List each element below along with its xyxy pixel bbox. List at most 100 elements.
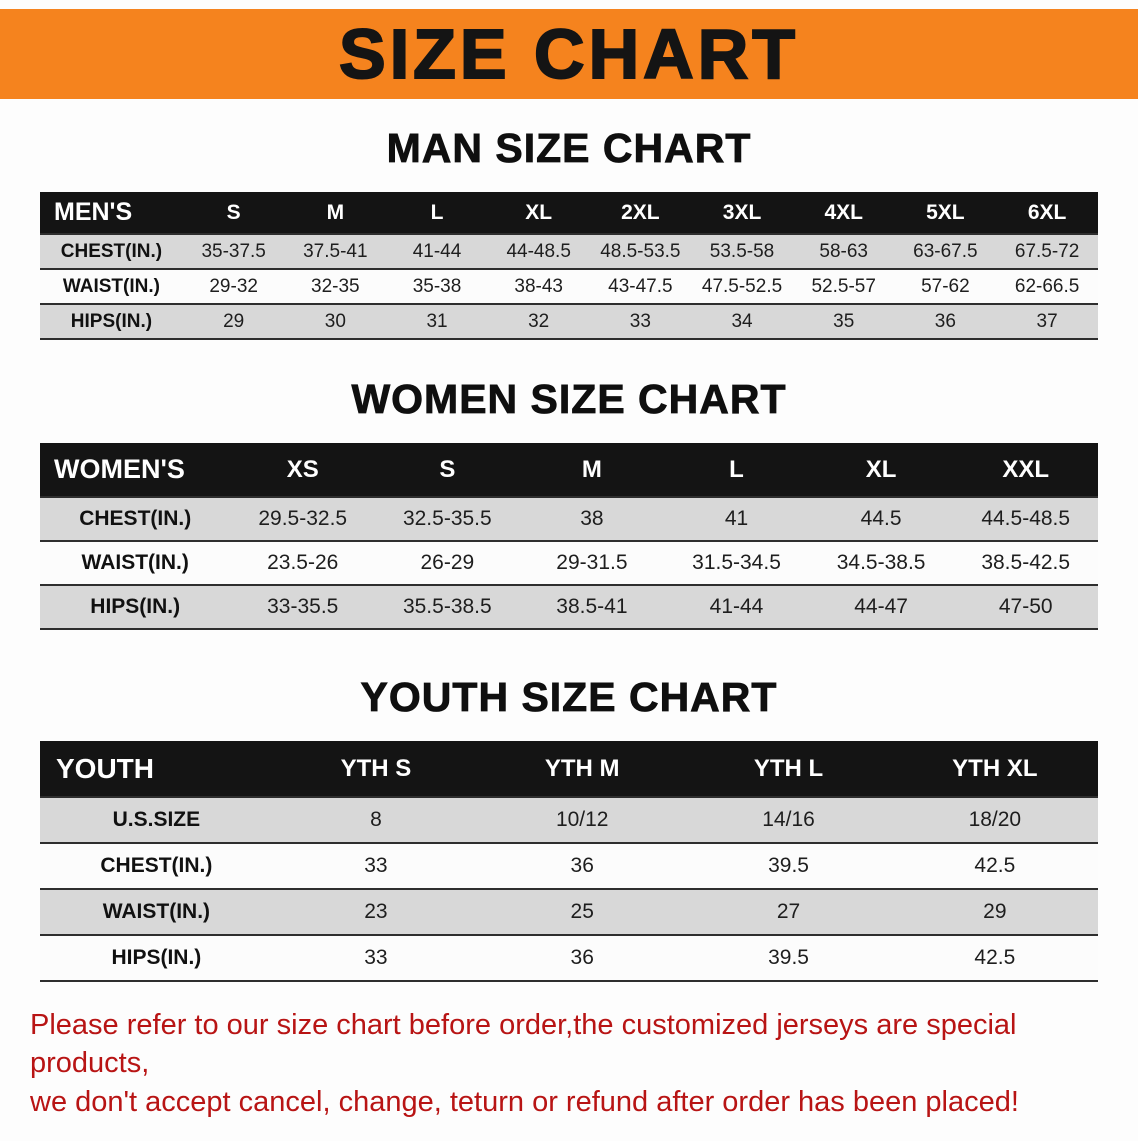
size-cell: 38 — [580, 507, 604, 530]
size-cell: 14/16 — [762, 808, 815, 831]
women-section-heading: WOMEN SIZE CHART — [351, 376, 787, 423]
size-cell: 36 — [570, 854, 594, 877]
column-header: XS — [286, 455, 319, 483]
column-header: L — [430, 200, 444, 224]
size-cell: 35-37.5 — [201, 240, 266, 262]
row-label: U.S.SIZE — [112, 808, 201, 831]
size-cell: 58-63 — [819, 240, 868, 262]
size-cell: 39.5 — [768, 946, 809, 969]
size-cell: 41 — [724, 507, 749, 530]
size-cell: 57-62 — [921, 275, 970, 297]
table-row: WAIST(IN.) 23 25 27 29 — [40, 889, 1098, 935]
men-table-title: MEN'S — [54, 198, 133, 226]
size-cell: 38.5-42.5 — [981, 551, 1071, 574]
size-cell: 29 — [223, 310, 245, 332]
banner: SIZE CHART — [0, 9, 1138, 99]
table-row: HIPS(IN.) 29 30 31 32 33 34 35 36 37 — [40, 304, 1098, 339]
size-cell: 36 — [570, 946, 594, 969]
youth-section-heading: YOUTH SIZE CHART — [360, 674, 778, 721]
column-header: 6XL — [1027, 200, 1067, 224]
column-header: 2XL — [621, 200, 660, 224]
size-cell: 44-47 — [854, 595, 908, 618]
size-cell: 30 — [324, 310, 346, 332]
size-cell: 38.5-41 — [556, 595, 628, 618]
size-cell: 29-31.5 — [556, 551, 628, 574]
column-header: S — [226, 200, 241, 224]
table-row: WAIST(IN.) 29-32 32-35 35-38 38-43 43-47… — [40, 269, 1098, 304]
size-cell: 53.5-58 — [709, 240, 775, 262]
size-cell: 18/20 — [968, 808, 1022, 831]
size-cell: 23.5-26 — [267, 551, 339, 574]
size-chart-page: SIZE CHART MAN SIZE CHART MEN'S S M L XL… — [0, 9, 1138, 1121]
row-label: WAIST(IN.) — [62, 275, 160, 297]
row-label: HIPS(IN.) — [90, 595, 181, 618]
size-cell: 32-35 — [311, 275, 360, 297]
column-header: XL — [865, 455, 897, 483]
column-header: 4XL — [824, 200, 863, 224]
size-cell: 8 — [370, 808, 382, 831]
table-row: U.S.SIZE 8 10/12 14/16 18/20 — [40, 797, 1098, 843]
size-cell: 35-38 — [412, 275, 462, 297]
size-cell: 29-32 — [209, 275, 258, 297]
size-cell: 23 — [364, 900, 388, 923]
size-cell: 62-66.5 — [1014, 275, 1080, 297]
column-header: M — [581, 455, 602, 483]
table-row: WAIST(IN.) 23.5-26 26-29 29-31.5 31.5-34… — [40, 541, 1098, 585]
women-size-table: WOMEN'S XS S M L XL XXL CHEST(IN.) 29.5-… — [40, 443, 1098, 630]
size-cell: 44-48.5 — [506, 240, 571, 262]
size-cell: 44.5 — [860, 507, 902, 530]
table-row: CHEST(IN.) 29.5-32.5 32.5-35.5 38 41 44.… — [40, 497, 1098, 541]
size-cell: 10/12 — [555, 808, 609, 831]
size-cell: 41-44 — [412, 240, 462, 262]
men-size-table: MEN'S S M L XL 2XL 3XL 4XL 5XL 6XL CHEST… — [40, 192, 1098, 340]
size-cell: 33-35.5 — [267, 595, 339, 618]
size-cell: 33 — [629, 310, 651, 332]
women-header-row: WOMEN'S XS S M L XL XXL — [40, 443, 1098, 497]
row-label: CHEST(IN.) — [60, 240, 163, 262]
size-cell: 67.5-72 — [1014, 240, 1080, 262]
size-cell: 33 — [364, 854, 388, 877]
column-header: S — [439, 455, 456, 483]
row-label: WAIST(IN.) — [102, 900, 211, 923]
column-header: YTH S — [340, 754, 412, 782]
youth-header-row: YOUTH YTH S YTH M YTH L YTH XL — [40, 741, 1098, 797]
women-table-title: WOMEN'S — [54, 454, 185, 484]
column-header: YTH XL — [952, 754, 1038, 782]
size-cell: 47.5-52.5 — [701, 275, 783, 297]
column-header: XXL — [1002, 455, 1050, 483]
disclaimer-line-1: Please refer to our size chart before or… — [30, 1009, 1017, 1080]
row-label: CHEST(IN.) — [79, 507, 192, 530]
column-header: YTH L — [753, 754, 824, 782]
men-section-heading: MAN SIZE CHART — [386, 125, 752, 172]
column-header: XL — [525, 200, 553, 224]
size-cell: 34 — [731, 310, 753, 332]
row-label: WAIST(IN.) — [81, 551, 189, 574]
column-header: L — [729, 455, 744, 483]
size-cell: 33 — [364, 946, 388, 969]
size-cell: 32 — [528, 310, 550, 332]
table-row: CHEST(IN.) 33 36 39.5 42.5 — [40, 843, 1098, 889]
size-cell: 25 — [570, 900, 594, 923]
size-cell: 31 — [426, 310, 448, 332]
size-cell: 41-44 — [709, 595, 764, 618]
row-label: CHEST(IN.) — [100, 854, 213, 877]
size-cell: 48.5-53.5 — [600, 240, 681, 262]
size-cell: 63-67.5 — [913, 240, 978, 262]
column-header: 3XL — [722, 200, 762, 224]
size-cell: 42.5 — [974, 946, 1016, 969]
disclaimer-line-2: we don't accept cancel, change, teturn o… — [30, 1085, 1019, 1118]
youth-table-title: YOUTH — [56, 752, 154, 784]
size-cell: 35.5-38.5 — [402, 595, 492, 618]
size-cell: 32.5-35.5 — [402, 507, 492, 530]
column-header: YTH M — [544, 754, 620, 782]
table-row: HIPS(IN.) 33 36 39.5 42.5 — [40, 935, 1098, 981]
size-cell: 36 — [934, 310, 956, 332]
disclaimer-note: Please refer to our size chart before or… — [30, 1006, 1108, 1121]
row-label: HIPS(IN.) — [111, 946, 202, 969]
size-cell: 37 — [1036, 310, 1058, 332]
page-title: SIZE CHART — [338, 14, 799, 94]
size-cell: 26-29 — [420, 551, 475, 574]
size-cell: 34.5-38.5 — [836, 551, 926, 574]
size-cell: 35 — [833, 310, 855, 332]
table-row: CHEST(IN.) 35-37.5 37.5-41 41-44 44-48.5… — [40, 234, 1098, 269]
